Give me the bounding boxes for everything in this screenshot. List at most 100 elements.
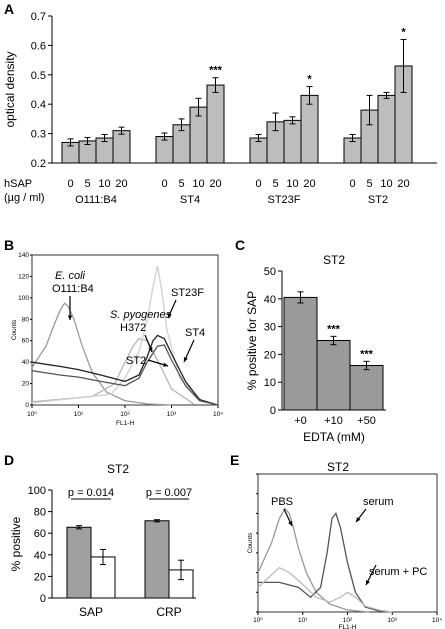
annotation: S. pyogenes <box>110 309 172 321</box>
y-axis-label: optical density <box>3 51 17 127</box>
y-tick-label: 0.5 <box>31 70 46 82</box>
annotation: PBS <box>271 496 293 508</box>
y-axis-label: Counts <box>11 319 18 340</box>
dose-label: 20 <box>397 178 409 190</box>
panel-letter-d: D <box>4 452 14 468</box>
histogram-trace <box>31 265 205 404</box>
histogram-trace <box>257 507 369 613</box>
histogram-trace <box>31 337 195 405</box>
y-tick-label: 40 <box>34 550 46 562</box>
dose-label: 5 <box>272 178 278 190</box>
y-tick-label: 0.2 <box>31 158 46 170</box>
annotation-arrowhead <box>366 580 370 585</box>
y-tick-label: 0.3 <box>31 129 46 141</box>
y-tick-label: 0 <box>270 405 276 417</box>
annotation-arrowhead <box>148 347 153 352</box>
y-tick-label: 20 <box>22 381 30 388</box>
y-tick-label: 80 <box>34 507 46 519</box>
bar <box>316 340 351 411</box>
dose-label: 20 <box>209 178 221 190</box>
panel-d-chart: ST2 0 20 40 60 80 100 % positive SAP p = 0.014 CRP… <box>9 462 196 619</box>
pvalue-label: p = 0.007 <box>146 487 192 499</box>
y-axis-label: Counts <box>247 532 254 553</box>
dose-label: 10 <box>286 178 298 190</box>
bar <box>112 130 131 164</box>
dose-label: 0 <box>349 178 355 190</box>
x-tick-label: 10³ <box>388 617 398 624</box>
y-tick-label: 40 <box>264 294 276 306</box>
x-axis-label: FL1-H <box>338 624 356 629</box>
annotation: ST4 <box>185 327 205 339</box>
dose-label: 0 <box>255 178 261 190</box>
bar <box>283 119 302 164</box>
dose-label: 0 <box>67 178 73 190</box>
annotation-arrowhead <box>167 313 172 318</box>
annotation-arrowhead <box>67 315 73 320</box>
annotation: E. coli <box>55 270 86 282</box>
x-tick-label: +50 <box>357 415 376 427</box>
dose-label: 10 <box>380 178 392 190</box>
bar <box>144 520 170 599</box>
x-tick-label: 10¹ <box>298 617 308 624</box>
y-tick-label: 20 <box>264 349 276 361</box>
panel-e-histogram: ST2 10⁰ 10¹ 10² 10³ 10⁴ FL1-H Counts PBS serum ser… <box>247 460 442 629</box>
x-axis-label: EDTA (mM) <box>303 430 365 444</box>
bar <box>66 526 92 599</box>
y-tick-label: 0 <box>25 402 29 409</box>
y-tick-label: 120 <box>18 273 29 280</box>
x-tick-label: 10² <box>343 617 353 624</box>
x-tick-label: CRP <box>156 605 181 619</box>
annotation-arrowhead <box>356 517 361 522</box>
bar <box>300 94 319 164</box>
bar <box>349 365 384 411</box>
y-tick-label: 0.6 <box>31 40 46 52</box>
histogram-trace <box>31 334 219 406</box>
y-tick-label: 80 <box>22 316 30 323</box>
x-axis-label: FL1-H <box>116 420 134 427</box>
chart-title: ST2 <box>327 460 349 474</box>
annotation-arrowhead <box>163 362 168 367</box>
plot-frame <box>257 473 438 613</box>
x-tick-label: 10⁴ <box>213 411 223 418</box>
dose-label: 20 <box>303 178 315 190</box>
bar <box>206 84 225 164</box>
x-tick-label: 10⁴ <box>432 617 442 624</box>
significance-marker: *** <box>209 65 223 77</box>
significance-marker: *** <box>327 323 341 335</box>
annotation: serum <box>363 496 394 508</box>
bar <box>283 296 318 411</box>
dose-label: 5 <box>178 178 184 190</box>
y-tick-label: 140 <box>18 252 29 259</box>
annotation: ST2 <box>126 355 146 367</box>
panel-c-chart: ST2 0 10 20 30 40 50 % positive for SAP +0 *** +10… <box>245 253 386 444</box>
panel-letter-e: E <box>230 452 239 468</box>
dose-label: 5 <box>84 178 90 190</box>
y-tick-label: 100 <box>28 485 46 497</box>
y-tick-label: 0.4 <box>31 99 46 111</box>
bar <box>377 94 396 164</box>
y-axis-label: % positive <box>9 516 23 571</box>
panel-letter-a: A <box>4 1 14 17</box>
pvalue-label: p = 0.014 <box>68 487 114 499</box>
y-axis-label: % positive for SAP <box>245 291 259 390</box>
panel-letter-b: B <box>4 237 14 253</box>
histogram-trace <box>258 512 393 613</box>
significance-marker: * <box>307 74 312 86</box>
annotation: serum + PC <box>369 566 427 578</box>
dose-label: 10 <box>192 178 204 190</box>
x-tick-label: +10 <box>324 415 343 427</box>
annotation: O111:B4 <box>52 283 94 295</box>
x-tick-label: +0 <box>294 415 307 427</box>
y-tick-label: 100 <box>18 295 29 302</box>
x-tick-label: 10⁰ <box>27 411 37 418</box>
y-tick-label: 0 <box>40 593 46 605</box>
x-tick-label: 10⁰ <box>253 617 263 624</box>
group-label: ST2 <box>368 194 388 206</box>
group-label: ST4 <box>180 194 200 206</box>
annotation-arrowhead <box>288 521 293 526</box>
y-tick-label: 60 <box>34 528 46 540</box>
histogram-trace <box>257 566 393 613</box>
x-tick-label: SAP <box>79 605 103 619</box>
